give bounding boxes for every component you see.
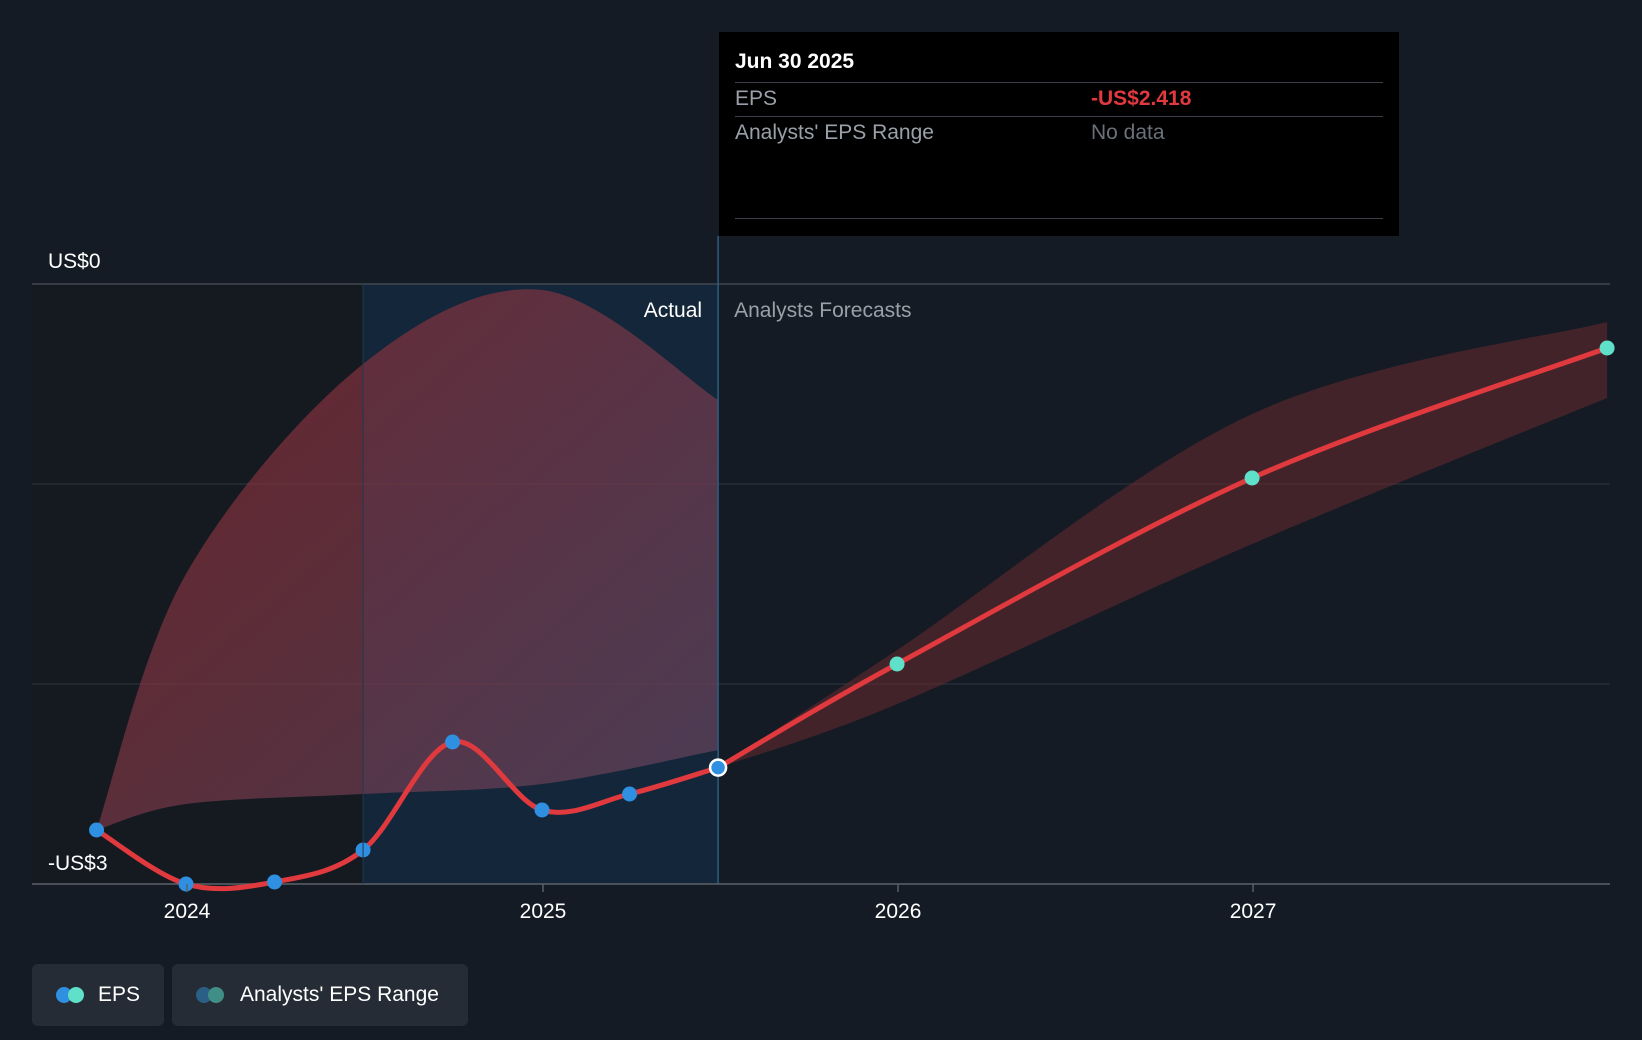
y-axis-labels: US$0 -US$3: [48, 250, 108, 875]
legend-eps[interactable]: EPS: [32, 964, 164, 1026]
eps-point-actual: [534, 802, 550, 818]
tooltip: Jun 30 2025 EPS -US$2.418 Analysts' EPS …: [719, 32, 1399, 236]
forecast-region-label: Analysts Forecasts: [734, 299, 911, 322]
eps-line-forecast: [715, 345, 1610, 771]
tooltip-range-label: Analysts' EPS Range: [735, 121, 934, 144]
x-tick-label: 2027: [1230, 900, 1277, 923]
legend-eps-label: EPS: [97, 983, 140, 1006]
y-tick-label: -US$3: [48, 852, 108, 875]
tooltip-date: Jun 30 2025: [735, 50, 855, 73]
tooltip-eps-label: EPS: [735, 87, 778, 110]
x-axis-labels: 2024 2025 2026 2027: [164, 884, 1277, 923]
legend-eps-range-label: Analysts' EPS Range: [240, 983, 439, 1006]
eps-lines: [94, 345, 1610, 892]
eps-point-actual: [178, 876, 194, 892]
tooltip-range-value: No data: [1091, 121, 1165, 144]
tooltip-row-eps: EPS -US$2.418: [735, 82, 1383, 117]
forecast-eps-range-band: [718, 322, 1608, 768]
eps-line-actual: [94, 739, 721, 892]
tooltip-row-range: Analysts' EPS Range No data: [735, 116, 1383, 151]
x-tick-label: 2026: [875, 900, 922, 923]
actual-eps-range-band: [96, 289, 719, 830]
eps-point-actual: [89, 822, 105, 838]
eps-range-legend-icon: [196, 987, 226, 1003]
legend-eps-range[interactable]: Analysts' EPS Range: [172, 964, 468, 1026]
tooltip-divider: [735, 218, 1383, 219]
eps-points: [89, 340, 1615, 892]
tooltip-eps-value: -US$2.418: [1091, 87, 1192, 110]
eps-point-forecast: [1599, 340, 1615, 356]
y-tick-label: US$0: [48, 250, 101, 273]
eps-highlighted-point: [708, 758, 728, 777]
eps-point-forecast: [1244, 470, 1260, 486]
eps-point-actual: [445, 734, 461, 750]
eps-point-actual: [267, 874, 283, 890]
eps-legend-icon: [56, 987, 84, 1003]
x-tick-label: 2025: [520, 900, 567, 923]
eps-point-actual: [622, 786, 638, 802]
x-tick-label: 2024: [164, 900, 211, 923]
eps-point-forecast: [889, 656, 905, 672]
actual-region-label: Actual: [644, 299, 702, 322]
